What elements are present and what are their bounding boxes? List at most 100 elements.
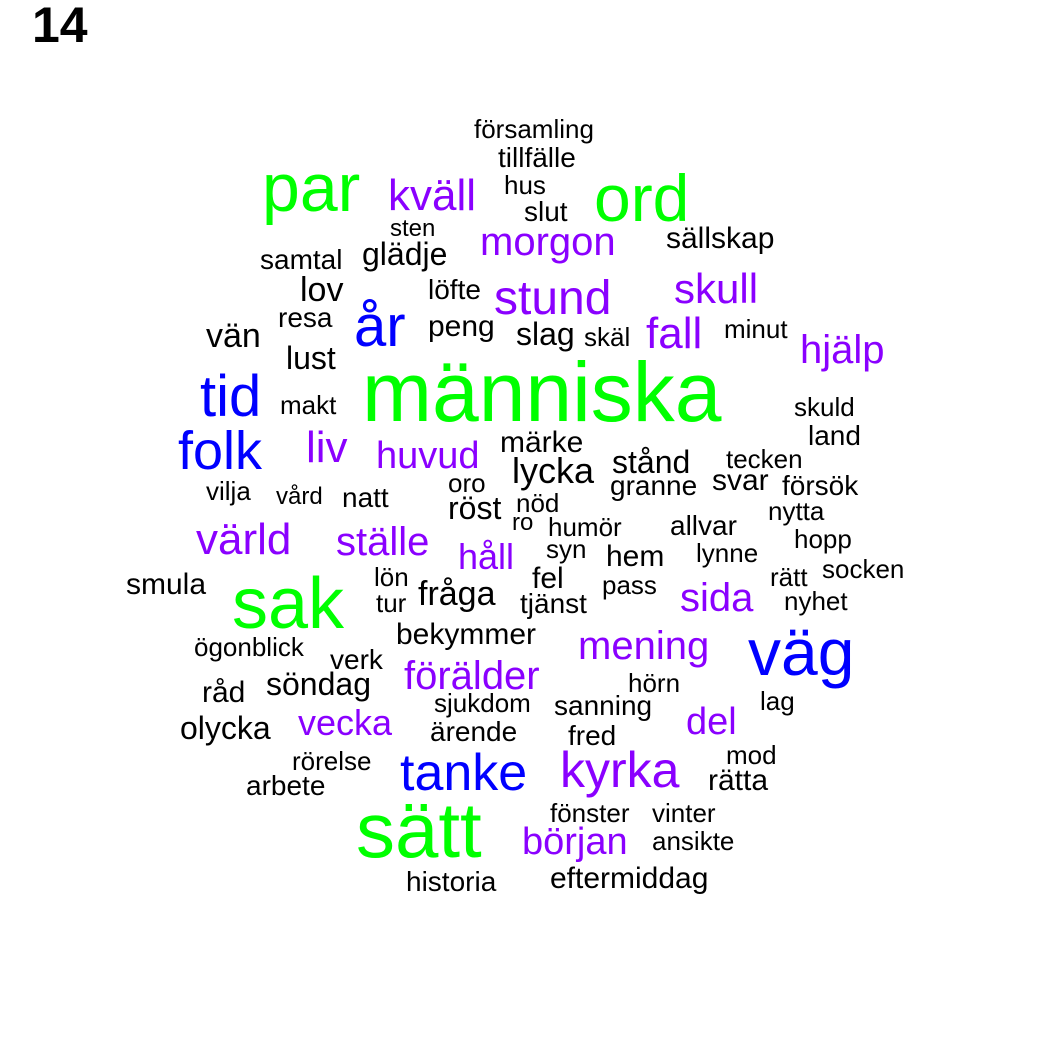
cloud-word: minut (724, 314, 788, 344)
cloud-word: sanning (554, 690, 653, 721)
cloud-word: tjänst (520, 588, 587, 619)
cloud-word: lycka (512, 450, 595, 491)
page-number: 14 (32, 0, 88, 53)
cloud-word: mod (726, 740, 777, 770)
cloud-word: hus (504, 170, 546, 200)
cloud-word: ord (594, 161, 690, 235)
cloud-word: ögonblick (194, 632, 304, 662)
cloud-word: nyhet (784, 586, 848, 616)
cloud-word: liv (306, 423, 348, 472)
cloud-word: år (354, 294, 406, 359)
cloud-word: bekymmer (396, 618, 537, 651)
cloud-word: sätt (356, 786, 482, 874)
cloud-word: värld (196, 515, 292, 564)
cloud-word: rätta (708, 764, 769, 797)
cloud-word: sjukdom (434, 688, 531, 718)
cloud-word: tid (200, 364, 262, 429)
cloud-word: socken (822, 554, 905, 584)
cloud-word: lynne (696, 538, 759, 568)
cloud-word: hem (606, 540, 665, 573)
cloud-word: huvud (376, 435, 480, 477)
cloud-word: nöd (516, 488, 560, 518)
cloud-word: ansikte (652, 826, 735, 856)
cloud-word: hjälp (800, 328, 885, 372)
cloud-word: söndag (266, 666, 371, 702)
cloud-word: lön (374, 562, 409, 592)
cloud-word: vän (206, 317, 261, 355)
cloud-word: land (808, 420, 861, 451)
cloud-word: humör (548, 512, 622, 542)
cloud-word: ställe (336, 520, 430, 564)
cloud-word: märke (500, 426, 584, 459)
cloud-word: stånd (612, 444, 691, 480)
cloud-word: ärende (430, 716, 518, 747)
cloud-word: slag (516, 316, 575, 352)
cloud-word: kväll (388, 171, 477, 220)
cloud-word: skuld (794, 392, 855, 422)
cloud-word: vecka (298, 702, 393, 743)
cloud-word: olycka (180, 710, 271, 746)
cloud-word: skull (674, 265, 759, 312)
cloud-word: lag (760, 686, 795, 716)
cloud-word: arbete (246, 770, 326, 801)
cloud-word: förälder (404, 654, 540, 698)
cloud-word: par (262, 150, 361, 226)
cloud-word: allvar (670, 510, 737, 541)
cloud-word: eftermiddag (550, 862, 709, 895)
cloud-word: tanke (400, 744, 528, 802)
cloud-word: hopp (794, 524, 852, 554)
cloud-word: väg (748, 615, 855, 689)
cloud-word: makt (280, 390, 337, 420)
cloud-word: granne (610, 470, 698, 501)
cloud-word: vinter (652, 798, 716, 828)
cloud-word: sällskap (666, 222, 775, 255)
cloud-word: folk (178, 421, 263, 481)
cloud-word: löfte (428, 274, 481, 305)
cloud-word: tillfälle (498, 142, 576, 173)
cloud-word: rätt (770, 562, 808, 592)
cloud-word: tecken (726, 444, 803, 474)
cloud-word: vilja (206, 476, 251, 506)
cloud-word: glädje (362, 236, 448, 272)
cloud-word: fråga (418, 575, 496, 613)
cloud-word: tur (376, 588, 407, 618)
cloud-word: mening (578, 624, 710, 668)
cloud-word: lov (300, 271, 344, 309)
cloud-word: hörn (628, 668, 681, 698)
cloud-word: syn (546, 534, 587, 564)
cloud-word: pass (602, 570, 657, 600)
cloud-word: vård (276, 483, 323, 510)
cloud-word: fred (568, 720, 617, 751)
cloud-word: fel (532, 562, 564, 595)
cloud-word: stund (494, 272, 612, 325)
cloud-word: håll (458, 536, 515, 577)
cloud-word: röst (448, 490, 502, 526)
cloud-word: församling (474, 114, 594, 144)
cloud-word: resa (278, 302, 333, 333)
cloud-word: rörelse (292, 746, 372, 776)
cloud-word: verk (330, 644, 383, 675)
cloud-word: lust (286, 340, 336, 376)
cloud-word: svar (712, 464, 769, 497)
cloud-word: historia (406, 866, 497, 897)
cloud-word: råd (202, 676, 246, 709)
cloud-word: natt (342, 482, 389, 513)
cloud-word: slut (524, 196, 568, 227)
cloud-word: ro (512, 509, 534, 536)
cloud-word: sak (232, 564, 345, 644)
cloud-word: sten (390, 215, 436, 242)
cloud-word: morgon (480, 220, 616, 264)
cloud-word: sida (680, 576, 754, 620)
cloud-word: peng (428, 310, 495, 343)
cloud-word: fönster (550, 798, 630, 828)
cloud-word: människa (362, 345, 722, 439)
cloud-word: del (686, 701, 737, 743)
cloud-word: skäl (584, 322, 631, 352)
cloud-word: samtal (260, 244, 343, 275)
cloud-word: fall (646, 309, 703, 358)
cloud-word: kyrka (560, 742, 680, 798)
cloud-word: försök (782, 470, 859, 501)
cloud-word: oro (448, 468, 486, 498)
cloud-word: nytta (768, 496, 825, 526)
